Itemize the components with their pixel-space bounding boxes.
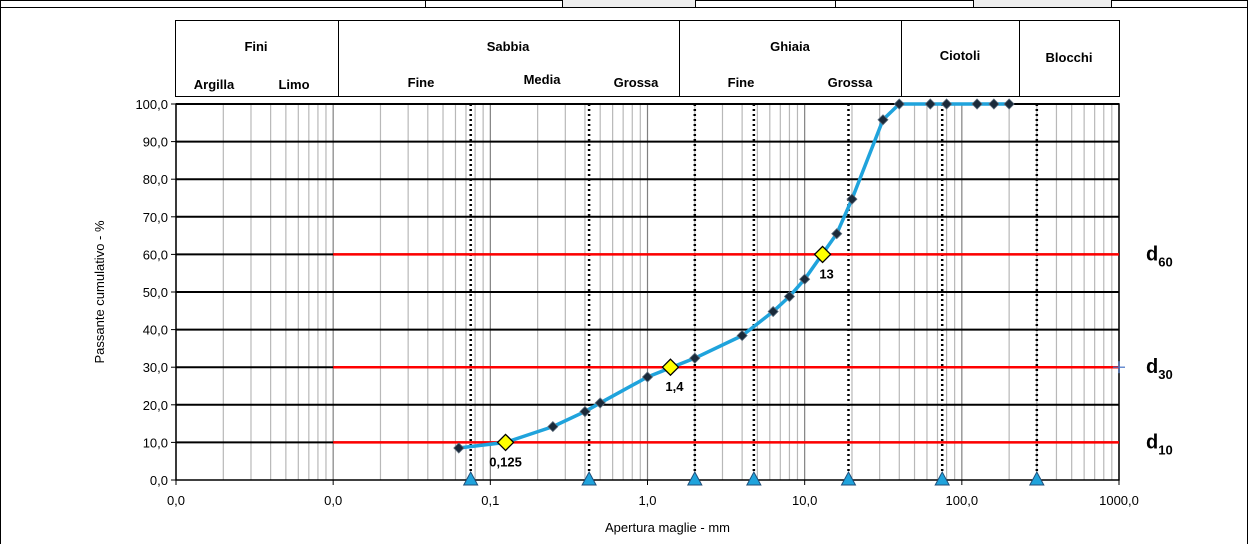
header-sabbia: Sabbia [487, 39, 530, 54]
boundary-triangle [686, 470, 703, 486]
boundary-triangle [746, 470, 762, 486]
characteristic-point [813, 245, 832, 264]
header-sabbia-media: Media [524, 72, 562, 87]
x-tick-label: 10,0 [792, 493, 817, 508]
reference-label-d10: d10 [1146, 431, 1173, 457]
data-point [736, 330, 748, 342]
data-point [641, 371, 654, 383]
y-axis-title: Passante cumulativo - % [92, 220, 107, 364]
boundary-triangle [840, 470, 857, 486]
x-tick-label: 1000,0 [1099, 493, 1139, 508]
data-point [924, 98, 936, 110]
y-tick-label: 10,0 [143, 435, 168, 450]
data-point [783, 290, 796, 303]
boundary-triangle [462, 470, 479, 486]
header-ghiaia-grossa: Grossa [828, 75, 874, 90]
x-tick-label: 0,0 [324, 493, 342, 508]
data-point [689, 352, 701, 364]
data-point [831, 228, 843, 240]
characteristic-point [661, 358, 680, 377]
data-point [579, 406, 591, 418]
header-argilla: Argilla [194, 77, 235, 92]
y-tick-label: 80,0 [143, 172, 168, 187]
characteristic-point [496, 433, 515, 452]
data-point [1003, 98, 1015, 110]
x-tick-label: 100,0 [946, 493, 979, 508]
characteristic-label: 0,125 [489, 454, 522, 469]
data-point [799, 273, 811, 285]
data-point [846, 193, 858, 205]
y-tick-label: 60,0 [143, 247, 168, 262]
plot-area: d60 d30 d10 0,0 10,0 20,0 30,0 40,0 50,0 60,0 70,0… [92, 97, 1173, 535]
top-strip [0, 0, 1248, 8]
header-ghiaia: Ghiaia [770, 39, 811, 54]
header-sabbia-grossa: Grossa [614, 75, 660, 90]
header-blocchi: Blocchi [1046, 50, 1093, 65]
data-point [893, 98, 905, 110]
data-point [971, 98, 983, 110]
header-ciotoli: Ciotoli [940, 48, 980, 63]
x-tick-label: 1,0 [638, 493, 656, 508]
header-limo: Limo [278, 77, 309, 92]
characteristic-label: 13 [819, 266, 833, 281]
x-tick-label: 0,1 [481, 493, 499, 508]
reference-label-d30: d30 [1146, 356, 1173, 382]
data-point [877, 114, 889, 126]
data-point [767, 305, 779, 318]
data-point [594, 397, 606, 409]
y-tick-label: 30,0 [143, 360, 168, 375]
x-tick-label: 0,0 [167, 493, 185, 508]
boundary-triangle [581, 470, 597, 486]
data-point [941, 98, 953, 110]
characteristic-label: 1,4 [665, 379, 684, 394]
y-tick-label: 50,0 [143, 285, 168, 300]
data-point [988, 98, 1000, 110]
data-point [453, 442, 465, 454]
boundary-triangle [1028, 470, 1045, 486]
reference-label-d60: d60 [1146, 243, 1173, 269]
header-fini: Fini [244, 39, 267, 54]
y-tick-label: 0,0 [150, 473, 168, 488]
header-sabbia-fine: Fine [408, 75, 435, 90]
y-tick-label: 100,0 [135, 97, 168, 112]
y-tick-label: 70,0 [143, 210, 168, 225]
x-axis-title: Apertura maglie - mm [605, 520, 730, 535]
data-point [547, 421, 559, 433]
y-tick-label: 40,0 [143, 323, 168, 338]
boundary-triangle [934, 470, 951, 486]
classification-header: Fini Argilla Limo Sabbia Fine Media Gros… [175, 20, 1120, 97]
header-ghiaia-fine: Fine [728, 75, 755, 90]
y-tick-label: 90,0 [143, 135, 168, 150]
y-tick-label: 20,0 [143, 398, 168, 413]
